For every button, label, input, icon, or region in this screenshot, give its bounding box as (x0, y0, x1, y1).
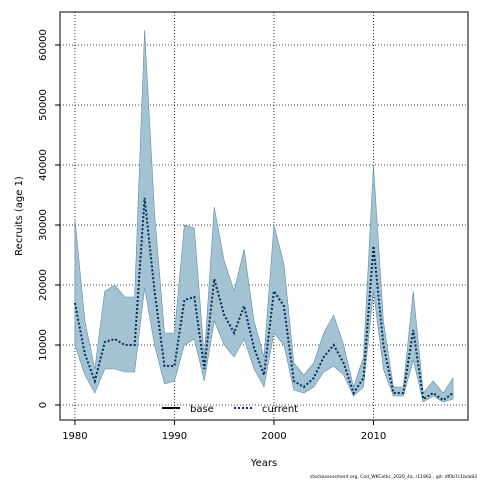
y-tick-label-30000: 30000 (38, 209, 49, 241)
plot-frame (59, 11, 469, 421)
x-tick-label-2000: 2000 (261, 431, 286, 442)
x-tick-label-1990: 1990 (162, 431, 187, 442)
legend: base current (162, 404, 298, 415)
y-tick-label-0: 0 (38, 402, 49, 408)
legend-label-current: current (262, 404, 298, 415)
x-tick-label-2010: 2010 (361, 431, 386, 442)
x-axis-title: Years (250, 458, 277, 469)
confidence-band (74, 29, 454, 403)
y-tick-label-20000: 20000 (38, 269, 49, 301)
y-tick-label-10000: 10000 (38, 329, 49, 361)
y-axis-title: Recruits (age 1) (14, 176, 25, 256)
y-tick-label-50000: 50000 (38, 89, 49, 121)
x-tick-label-1980: 1980 (62, 431, 87, 442)
footnote: stockassessment.org, Cod_WKCeltic_2020_4… (310, 474, 477, 480)
legend-label-base: base (190, 404, 214, 415)
y-tick-label-60000: 60000 (38, 29, 49, 61)
y-tick-label-40000: 40000 (38, 149, 49, 181)
axes: 1980 1990 2000 2010 0 10000 20000 30000 40000 500… (38, 29, 386, 442)
